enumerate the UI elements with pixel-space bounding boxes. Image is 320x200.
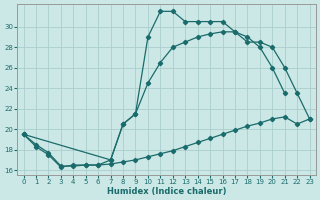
- X-axis label: Humidex (Indice chaleur): Humidex (Indice chaleur): [107, 187, 226, 196]
